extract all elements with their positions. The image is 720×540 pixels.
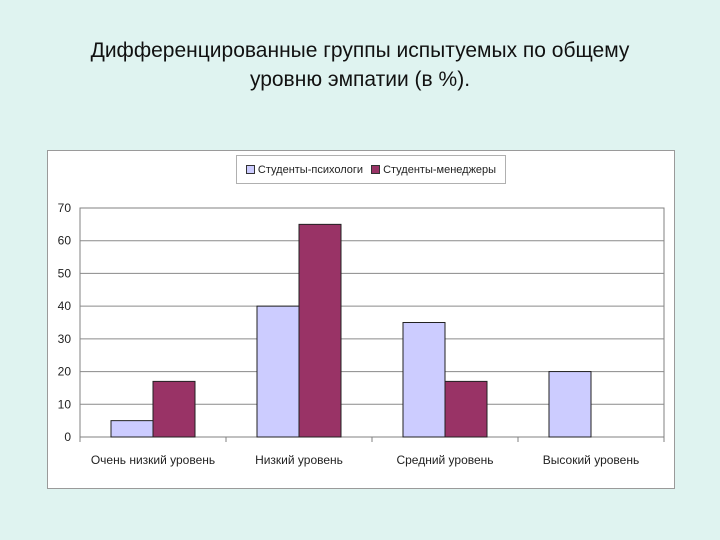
slide-title: Дифференцированные группы испытуемых по … — [40, 36, 680, 94]
bar — [110, 420, 154, 438]
bar — [548, 371, 592, 438]
legend-swatch-managers — [371, 165, 381, 174]
x-category-label: Очень низкий уровень — [91, 453, 215, 467]
y-tick-label: 30 — [58, 332, 72, 346]
x-category-label: Низкий уровень — [255, 453, 343, 467]
legend-label-psychologists: Студенты-психологи — [257, 163, 364, 176]
slide-title-line-1: Дифференцированные группы испытуемых по … — [90, 39, 630, 62]
bar — [444, 380, 488, 438]
bar — [298, 223, 342, 438]
bar — [256, 305, 300, 438]
y-tick-label: 10 — [58, 397, 72, 411]
chart-legend: Студенты-психологи Студенты-менеджеры — [236, 155, 506, 184]
y-tick-label: 70 — [58, 201, 72, 215]
y-tick-label: 60 — [58, 234, 72, 248]
legend-label-managers: Студенты-менеджеры — [383, 163, 497, 176]
legend-item-managers: Студенты-менеджеры — [371, 164, 496, 176]
x-category-label: Средний уровень — [396, 453, 493, 467]
y-tick-label: 0 — [64, 430, 71, 444]
bar — [402, 322, 446, 438]
legend-item-psychologists: Студенты-психологи — [245, 163, 364, 176]
y-tick-label: 20 — [58, 365, 72, 379]
y-tick-label: 50 — [58, 266, 72, 280]
legend-swatch-psychologists — [245, 165, 255, 174]
y-tick-label: 40 — [58, 299, 72, 313]
slide-title-line-2: уровню эмпатии (в %). — [249, 68, 471, 91]
bar — [152, 380, 196, 438]
x-category-label: Высокий уровень — [543, 453, 639, 467]
